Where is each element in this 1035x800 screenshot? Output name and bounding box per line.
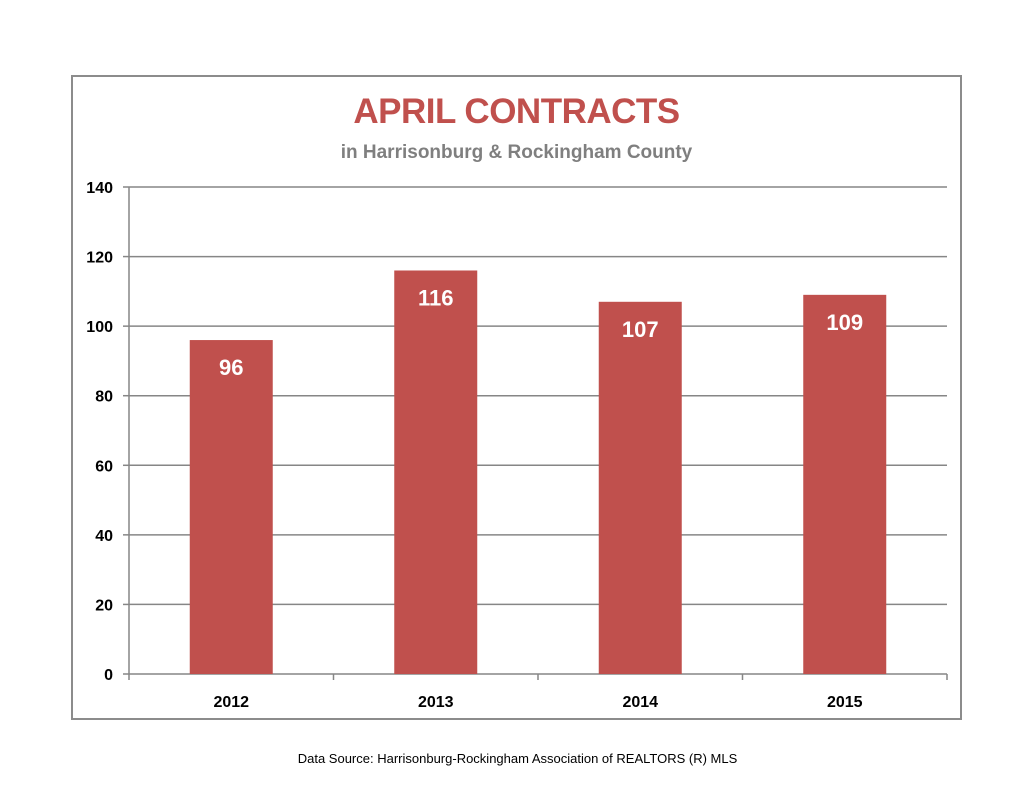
data-source-note: Data Source: Harrisonburg-Rockingham Ass… <box>297 751 738 766</box>
x-tick-label: 2013 <box>418 694 454 711</box>
y-tick-label: 20 <box>95 597 113 614</box>
data-label: 96 <box>219 355 243 380</box>
bar-2013 <box>394 270 478 674</box>
bar-2015 <box>803 294 887 674</box>
y-tick-label: 80 <box>95 389 113 406</box>
y-tick-label: 100 <box>86 319 113 336</box>
x-tick-label: 2014 <box>622 694 658 711</box>
y-tick-label: 140 <box>86 180 113 197</box>
chart-title: APRIL CONTRACTS <box>353 92 680 131</box>
chart-subtitle: in Harrisonburg & Rockingham County <box>340 142 693 163</box>
x-tick-label: 2012 <box>213 694 249 711</box>
y-tick-label: 60 <box>95 458 113 475</box>
data-label: 107 <box>622 317 659 342</box>
y-tick-label: 40 <box>95 528 113 545</box>
bar-2012 <box>189 340 273 674</box>
x-tick-label: 2015 <box>827 694 863 711</box>
data-label: 116 <box>418 285 454 310</box>
y-tick-label: 0 <box>104 667 113 684</box>
data-label: 109 <box>826 310 863 335</box>
bar-2014 <box>598 301 682 674</box>
y-tick-label: 120 <box>86 250 113 267</box>
